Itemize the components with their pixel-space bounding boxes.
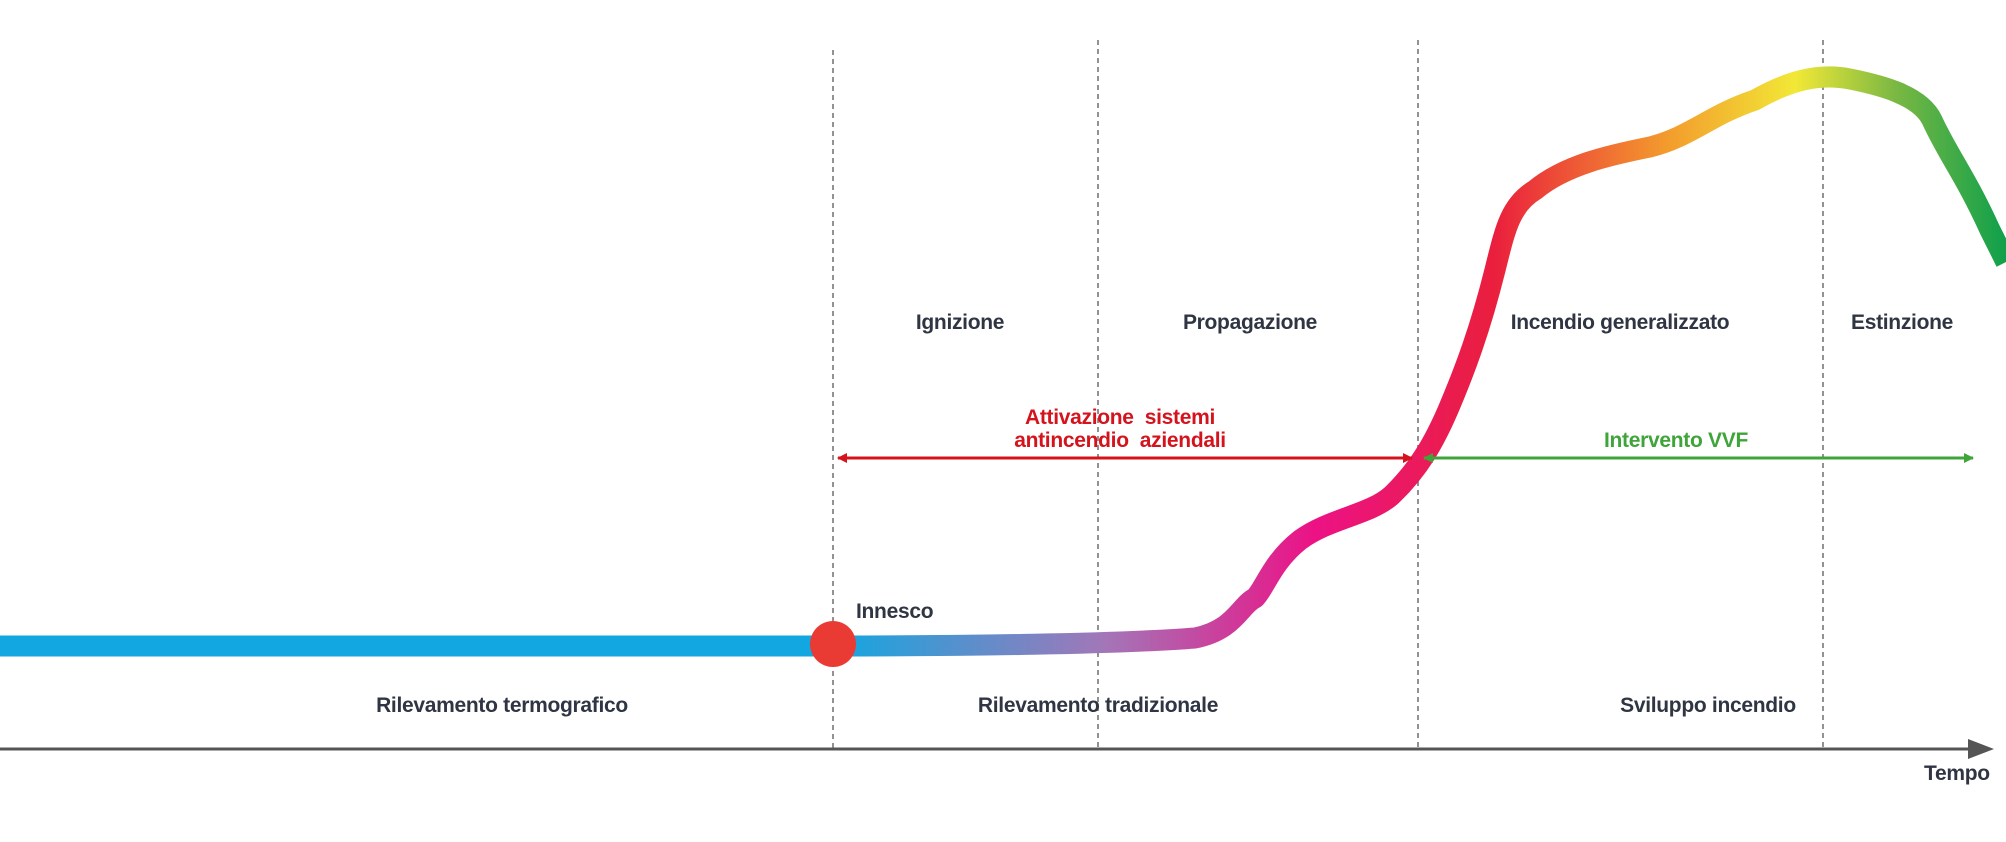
phase-label-ignizione: Ignizione	[915, 311, 1005, 334]
activation-label-line1: Attivazione sistemi	[1024, 406, 1216, 429]
phase-label-estinzione: Estinzione	[1850, 311, 1954, 334]
detection-label-termografico: Rilevamento termografico	[376, 694, 628, 717]
time-axis-arrowhead	[1968, 739, 1994, 759]
phase-label-incendio-generalizzato: Incendio generalizzato	[1510, 311, 1730, 334]
detection-label-sviluppo: Sviluppo incendio	[1620, 694, 1796, 717]
fire-curve	[0, 66, 2006, 657]
innesco-label: Innesco	[856, 600, 934, 623]
ignition-dot	[810, 621, 856, 667]
detection-label-tradizionale: Rilevamento tradizionale	[977, 694, 1219, 717]
activation-label: Attivazione sistemi antincendio aziendal…	[1014, 406, 1226, 452]
intervento-label: Intervento VVF	[1604, 429, 1748, 452]
time-axis-label: Tempo	[1924, 762, 1990, 785]
phase-label-propagazione: Propagazione	[1182, 311, 1318, 334]
activation-label-line2: antincendio aziendali	[1014, 429, 1226, 452]
